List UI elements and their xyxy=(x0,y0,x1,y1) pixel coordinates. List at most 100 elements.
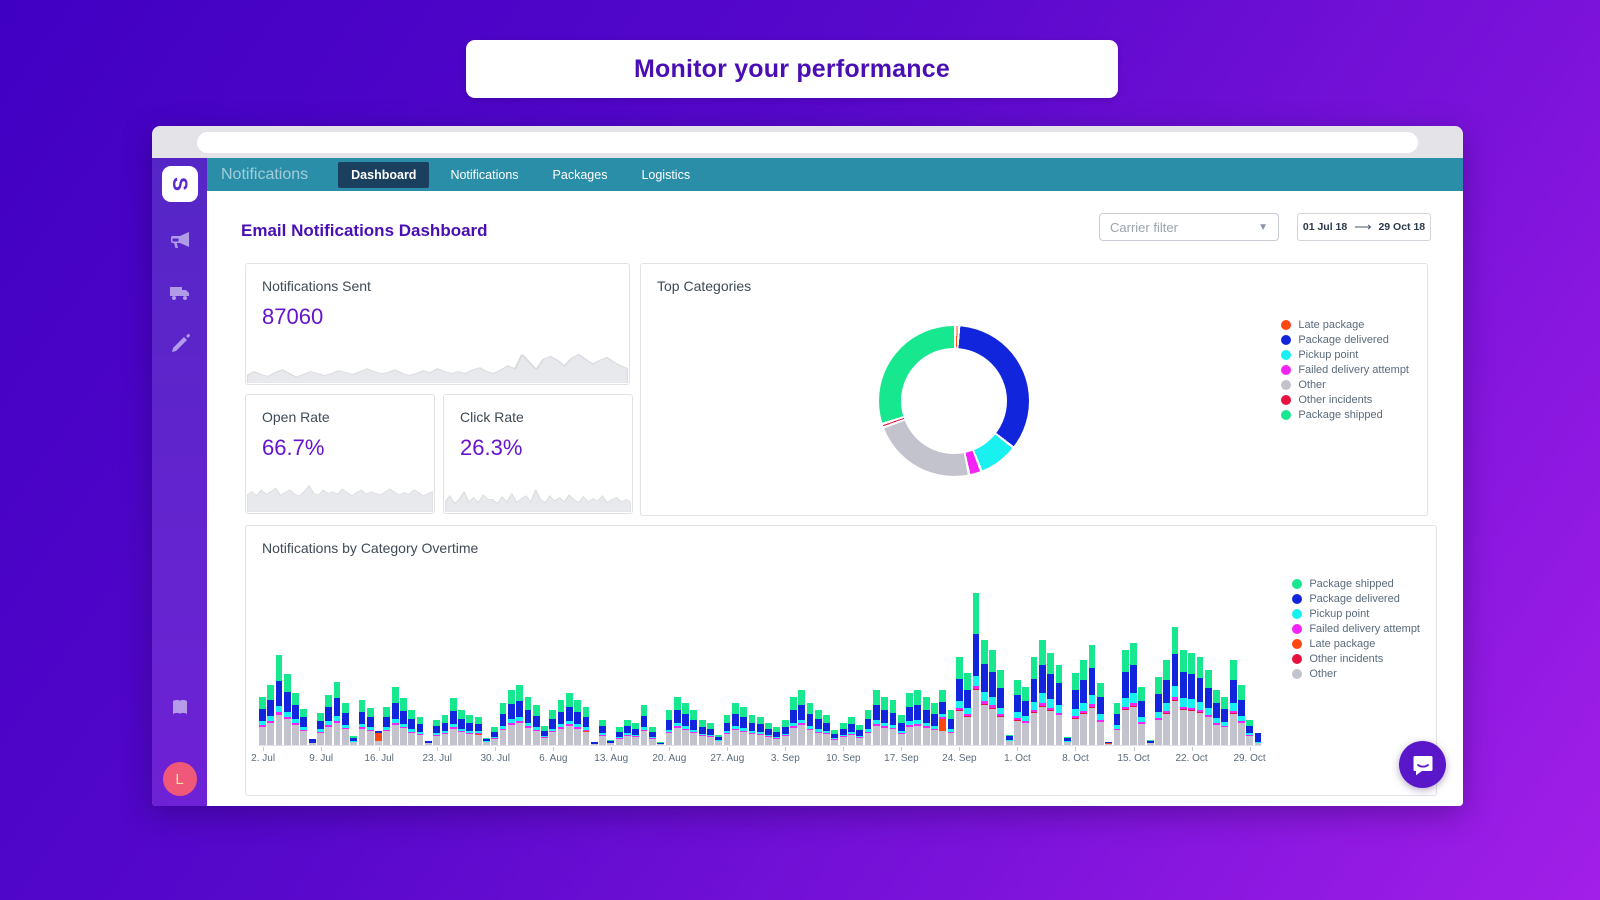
stacked-bar[interactable] xyxy=(673,697,681,745)
legend-item[interactable]: Other xyxy=(1281,379,1409,391)
stacked-bar[interactable] xyxy=(375,731,382,745)
stacked-bar[interactable] xyxy=(665,710,673,745)
stacked-bar[interactable] xyxy=(947,710,955,745)
stacked-bar[interactable] xyxy=(1246,720,1254,745)
stacked-bar[interactable] xyxy=(781,720,789,745)
stacked-bar[interactable] xyxy=(1171,627,1179,745)
stacked-bar[interactable] xyxy=(997,670,1005,745)
stacked-bar[interactable] xyxy=(449,698,457,745)
stacked-bar[interactable] xyxy=(391,687,399,745)
legend-item[interactable]: Pickup point xyxy=(1281,349,1409,361)
stacked-bar[interactable] xyxy=(848,717,855,745)
stacked-bar[interactable] xyxy=(615,727,623,745)
stacked-bar[interactable] xyxy=(549,710,557,745)
stacked-bar[interactable] xyxy=(839,723,847,745)
legend-item[interactable]: Package delivered xyxy=(1281,334,1409,346)
stacked-bar[interactable] xyxy=(1096,683,1104,745)
stacked-bar[interactable] xyxy=(483,738,490,745)
stacked-bar[interactable] xyxy=(507,690,515,745)
stacked-bar[interactable] xyxy=(275,655,283,745)
stacked-bar[interactable] xyxy=(1022,687,1030,745)
stacked-bar[interactable] xyxy=(1188,653,1196,745)
book-icon[interactable] xyxy=(168,696,192,720)
stacked-bar[interactable] xyxy=(292,693,299,745)
stacked-bar[interactable] xyxy=(1213,690,1220,745)
stacked-bar[interactable] xyxy=(707,723,714,745)
stacked-bar[interactable] xyxy=(1005,735,1013,745)
stacked-bar[interactable] xyxy=(599,720,606,745)
stacked-bar[interactable] xyxy=(308,739,316,745)
stacked-bar[interactable] xyxy=(914,690,922,745)
stacked-bar[interactable] xyxy=(756,717,764,745)
stacked-bar[interactable] xyxy=(690,710,698,745)
stacked-bar[interactable] xyxy=(416,717,424,745)
stacked-bar[interactable] xyxy=(748,715,756,745)
stacked-bar[interactable] xyxy=(897,715,905,745)
stacked-bar[interactable] xyxy=(565,693,573,745)
stacked-bar[interactable] xyxy=(341,703,349,745)
stacked-bar[interactable] xyxy=(723,715,731,745)
stacked-bar[interactable] xyxy=(590,742,598,745)
stacked-bar[interactable] xyxy=(1030,657,1038,745)
stacked-bar[interactable] xyxy=(1113,703,1121,745)
tab-dashboard[interactable]: Dashboard xyxy=(338,161,430,188)
user-avatar[interactable]: L xyxy=(162,762,197,796)
stacked-bar[interactable] xyxy=(424,741,432,745)
stacked-bar[interactable] xyxy=(516,685,523,745)
legend-item[interactable]: Other incidents xyxy=(1292,653,1420,665)
legend-item[interactable]: Other xyxy=(1292,668,1420,680)
stacked-bar[interactable] xyxy=(831,730,839,745)
stacked-bar[interactable] xyxy=(283,674,291,745)
stacked-bar[interactable] xyxy=(491,727,499,745)
stacked-bar[interactable] xyxy=(317,713,324,745)
stacked-bar[interactable] xyxy=(1163,660,1171,745)
stacked-bar[interactable] xyxy=(458,710,465,745)
stacked-bar[interactable] xyxy=(333,682,341,745)
stacked-bar[interactable] xyxy=(541,726,548,745)
stacked-bar[interactable] xyxy=(856,725,864,745)
stacked-bar[interactable] xyxy=(881,697,889,745)
stacked-bar[interactable] xyxy=(864,710,872,745)
stacked-bar[interactable] xyxy=(648,727,656,745)
stacked-bar[interactable] xyxy=(1063,737,1071,745)
stacked-bar[interactable] xyxy=(358,700,366,745)
stacked-bar[interactable] xyxy=(765,723,772,745)
stacked-bar[interactable] xyxy=(632,723,640,745)
legend-item[interactable]: Package shipped xyxy=(1281,409,1409,421)
stacked-bar[interactable] xyxy=(889,700,897,745)
stacked-bar[interactable] xyxy=(607,740,615,745)
stacked-bar[interactable] xyxy=(1105,742,1113,745)
legend-item[interactable]: Package shipped xyxy=(1292,578,1420,590)
stacked-bar[interactable] xyxy=(698,720,706,745)
legend-item[interactable]: Failed delivery attempt xyxy=(1292,623,1420,635)
stacked-bar[interactable] xyxy=(872,690,880,745)
stacked-bar[interactable] xyxy=(1146,740,1154,745)
stacked-bar[interactable] xyxy=(931,703,938,745)
stacked-bar[interactable] xyxy=(350,736,358,745)
stacked-bar[interactable] xyxy=(657,742,665,745)
stacked-bar[interactable] xyxy=(267,685,275,745)
stacked-bar[interactable] xyxy=(1014,680,1021,745)
stacked-bar[interactable] xyxy=(408,710,416,745)
stacked-bar[interactable] xyxy=(731,703,739,745)
stacked-bar[interactable] xyxy=(441,715,449,745)
stacked-bar[interactable] xyxy=(790,697,797,745)
stacked-bar[interactable] xyxy=(499,703,507,745)
stacked-bar[interactable] xyxy=(1138,687,1146,745)
stacked-bar[interactable] xyxy=(466,715,474,745)
stacked-bar[interactable] xyxy=(1121,650,1129,745)
stacked-bar[interactable] xyxy=(574,700,582,745)
stacked-bar[interactable] xyxy=(798,690,806,745)
stacked-bar[interactable] xyxy=(433,720,441,745)
stacked-bar[interactable] xyxy=(1072,673,1079,745)
stacked-bar[interactable] xyxy=(524,697,532,745)
stacked-bar[interactable] xyxy=(1254,733,1262,745)
carrier-filter-select[interactable]: Carrier filter ▼ xyxy=(1099,213,1279,241)
stacked-bar[interactable] xyxy=(582,707,590,745)
legend-item[interactable]: Package delivered xyxy=(1292,593,1420,605)
stacked-bar[interactable] xyxy=(400,698,407,745)
stacked-bar[interactable] xyxy=(964,673,972,745)
stacked-bar[interactable] xyxy=(1080,660,1088,745)
stacked-bar[interactable] xyxy=(906,693,913,745)
stacked-bar[interactable] xyxy=(1221,697,1229,745)
